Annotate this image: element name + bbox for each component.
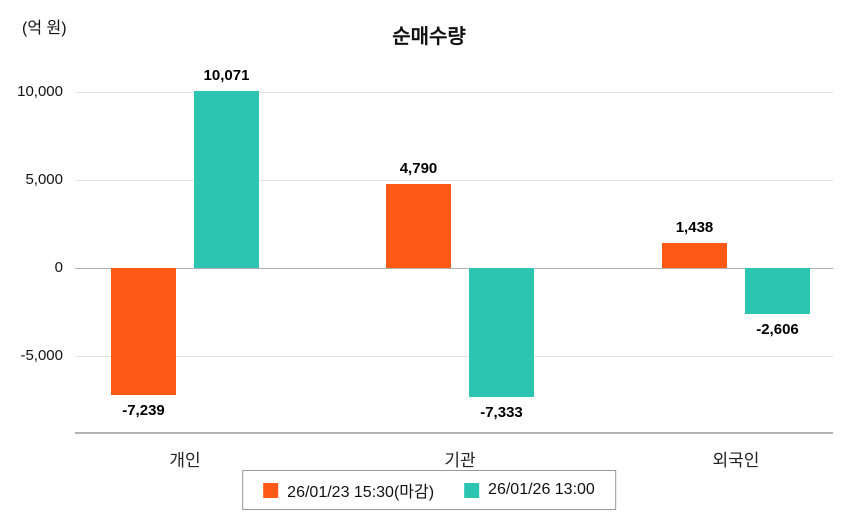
bar <box>662 242 727 268</box>
legend-label: 26/01/23 15:30(마감) <box>287 484 435 501</box>
bar <box>469 268 534 398</box>
y-tick-label: 10,000 <box>17 83 63 100</box>
bar-value-label: -7,239 <box>122 402 165 420</box>
bar-value-label: 10,071 <box>203 66 250 84</box>
legend: 26/01/23 15:30(마감) 26/01/26 13:00 <box>242 470 616 510</box>
legend-swatch <box>464 482 480 498</box>
zero-gridline <box>75 268 833 269</box>
x-category-label: 기관 <box>444 451 476 470</box>
chart-title: 순매수량 <box>392 26 466 48</box>
legend-item: 26/01/23 15:30(마감) <box>263 478 434 502</box>
bar <box>111 268 176 396</box>
y-tick-label: -5,000 <box>20 347 63 364</box>
gridline <box>75 92 833 93</box>
gridline <box>75 356 833 357</box>
legend-item: 26/01/26 13:00 <box>464 481 595 499</box>
gridline <box>75 180 833 181</box>
legend-swatch <box>263 482 279 498</box>
bar-value-label: -2,606 <box>756 320 799 338</box>
bar-value-label: 4,790 <box>399 159 438 177</box>
bar-value-label: -7,333 <box>480 404 523 422</box>
y-axis-unit-label: (억 원) <box>22 20 67 37</box>
x-axis-line <box>75 432 833 434</box>
bar-value-label: 1,438 <box>675 218 714 236</box>
x-category-label: 외국인 <box>712 451 760 470</box>
bar <box>745 268 810 314</box>
x-category-label: 개인 <box>169 451 201 470</box>
legend-label: 26/01/26 13:00 <box>488 481 595 498</box>
bar <box>386 183 451 268</box>
y-tick-label: 5,000 <box>25 171 63 188</box>
y-tick-label: 0 <box>54 259 63 276</box>
bar <box>194 90 259 268</box>
